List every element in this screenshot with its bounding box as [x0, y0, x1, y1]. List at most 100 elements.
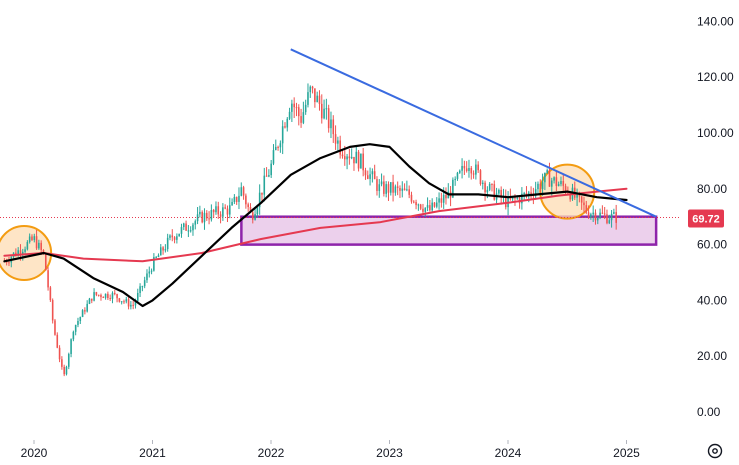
candle-body-107: [249, 207, 252, 213]
candle-body-141: [327, 108, 330, 129]
candle-body-238: [550, 180, 553, 187]
candle-body-156: [362, 153, 364, 171]
candle-body-8: [21, 251, 24, 255]
candle-body-183: [424, 207, 427, 212]
candle-body-56: [132, 304, 134, 306]
candle-body-208: [481, 182, 484, 184]
candle-body-171: [396, 186, 399, 188]
y-tick-label-7: 140.00: [697, 14, 734, 28]
candle-body-39: [93, 292, 95, 301]
candle-body-265: [613, 212, 615, 214]
candle-body-102: [238, 195, 240, 202]
candle-body-195: [452, 179, 454, 198]
candle-body-74: [173, 237, 176, 240]
candle-body-89: [208, 218, 210, 220]
candles: [3, 83, 617, 377]
candle-body-235: [544, 172, 546, 183]
candle-body-66: [155, 257, 157, 259]
candle-body-143: [332, 119, 335, 135]
candle-body-132: [307, 92, 309, 105]
candle-body-234: [541, 182, 544, 189]
candle-body-22: [54, 320, 56, 335]
candle-body-168: [389, 182, 392, 193]
candle-body-55: [130, 304, 132, 307]
candle-body-108: [251, 212, 254, 220]
y-tick-label-0: 0.00: [697, 405, 721, 419]
candle-body-79: [185, 223, 187, 231]
last-price-value: 69.72: [692, 214, 720, 226]
candle-body-121: [281, 126, 284, 144]
candle-body-20: [49, 287, 52, 301]
candle-body-30: [72, 331, 75, 340]
candle-body-264: [610, 213, 613, 221]
candle-body-212: [491, 183, 493, 185]
candle-body-182: [422, 208, 424, 212]
candle-body-203: [470, 167, 473, 174]
candle-body-160: [371, 171, 374, 175]
candle-body-218: [504, 195, 507, 208]
candle-body-124: [288, 111, 291, 119]
candle-body-229: [530, 192, 532, 195]
candle-body-145: [337, 140, 339, 144]
x-axis: 2020 2021 2022 2023 2024 2025: [21, 440, 640, 460]
candle-body-139: [323, 108, 325, 119]
candle-body-254: [587, 212, 590, 218]
candle-body-209: [484, 182, 486, 193]
candle-body-242: [560, 181, 562, 185]
candle-body-173: [401, 188, 404, 191]
candle-body-28: [67, 353, 70, 367]
candle-body-32: [77, 320, 79, 325]
candle-body-221: [511, 197, 514, 200]
candle-body-149: [346, 156, 348, 160]
x-tick-label-3: 2023: [376, 446, 403, 460]
candle-body-52: [123, 301, 125, 303]
candle-body-233: [539, 183, 542, 189]
candle-body-239: [553, 177, 555, 181]
candle-body-138: [320, 103, 323, 119]
candle-body-85: [199, 211, 201, 215]
candle-body-109: [254, 214, 256, 220]
candle-body-259: [599, 212, 601, 218]
candle-body-115: [268, 175, 270, 177]
candle-body-118: [274, 146, 277, 151]
candle-body-2: [8, 262, 10, 264]
candle-body-200: [463, 165, 466, 169]
candle-body-140: [325, 108, 328, 110]
candle-body-72: [169, 235, 171, 238]
candle-body-210: [486, 189, 489, 193]
candle-body-257: [594, 212, 597, 221]
candle-body-165: [383, 181, 385, 194]
candle-body-231: [534, 189, 537, 196]
candle-body-213: [493, 184, 496, 200]
candle-body-95: [222, 207, 224, 217]
candle-body-35: [84, 310, 86, 312]
candle-body-57: [134, 300, 137, 306]
candle-body-129: [300, 116, 302, 123]
candle-body-266: [615, 212, 617, 223]
candle-body-53: [125, 299, 128, 302]
candle-body-191: [442, 194, 445, 203]
candle-body-147: [341, 154, 344, 157]
candle-body-101: [235, 196, 238, 202]
candle-body-184: [426, 205, 429, 208]
candle-body-186: [431, 202, 433, 211]
candle-body-41: [97, 294, 100, 296]
candle-body-240: [555, 177, 558, 187]
x-tick-label-0: 2020: [21, 446, 48, 460]
candle-body-49: [116, 294, 118, 299]
candle-body-228: [527, 192, 530, 195]
candle-body-122: [284, 126, 286, 128]
candle-body-196: [454, 178, 456, 180]
candle-body-38: [90, 298, 93, 301]
candle-body-67: [157, 255, 160, 258]
candle-body-162: [376, 179, 378, 191]
candle-body-198: [458, 170, 461, 173]
candle-body-161: [373, 171, 376, 180]
gear-icon[interactable]: [707, 443, 723, 459]
candle-body-44: [104, 293, 107, 298]
candle-body-123: [286, 118, 289, 128]
x-tick-label-1: 2021: [139, 446, 166, 460]
candle-body-87: [203, 212, 206, 223]
candle-body-157: [364, 170, 367, 176]
